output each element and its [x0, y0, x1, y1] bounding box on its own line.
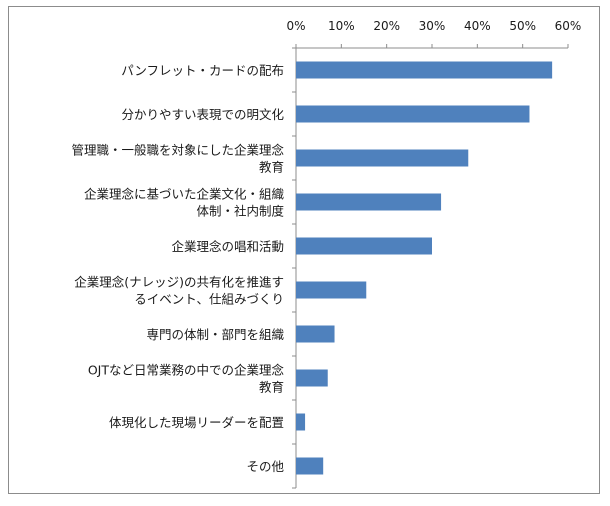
category-label: 企業理念に基づいた企業文化・組織 — [84, 187, 285, 202]
bar — [296, 413, 306, 431]
category-label: 分かりやすい表現での明文化 — [121, 107, 284, 122]
x-tick-label: 20% — [373, 19, 400, 33]
x-tick-label: 60% — [555, 19, 582, 33]
category-label: るイベント、仕組みづくり — [134, 292, 284, 307]
x-tick-label: 0% — [286, 19, 305, 33]
category-label: OJTなど日常業務の中での企業理念 — [88, 363, 285, 378]
bar — [296, 61, 553, 79]
bar — [296, 369, 328, 387]
bar — [296, 457, 324, 475]
category-label: パンフレット・カードの配布 — [121, 63, 284, 78]
x-tick-label: 10% — [328, 19, 355, 33]
bar — [296, 105, 530, 123]
bar — [296, 281, 367, 299]
category-label: 専門の体制・部門を組織 — [146, 327, 284, 342]
category-label: 企業理念の唱和活動 — [171, 239, 284, 254]
category-label: 体制・社内制度 — [196, 204, 284, 219]
bar — [296, 237, 432, 255]
category-label: 教育 — [259, 380, 284, 395]
category-label: その他 — [246, 459, 284, 474]
category-label: 管理職・一般職を対象にした企業理念 — [71, 143, 284, 158]
category-label: 教育 — [259, 160, 284, 175]
x-tick-label: 50% — [509, 19, 536, 33]
x-tick-label: 40% — [464, 19, 491, 33]
category-label: 企業理念(ナレッジ)の共有化を推進す — [74, 275, 284, 290]
x-tick-label: 30% — [419, 19, 446, 33]
bar — [296, 149, 469, 167]
bar — [296, 325, 335, 343]
bar — [296, 193, 442, 211]
category-label: 体現化した現場リーダーを配置 — [109, 415, 284, 430]
